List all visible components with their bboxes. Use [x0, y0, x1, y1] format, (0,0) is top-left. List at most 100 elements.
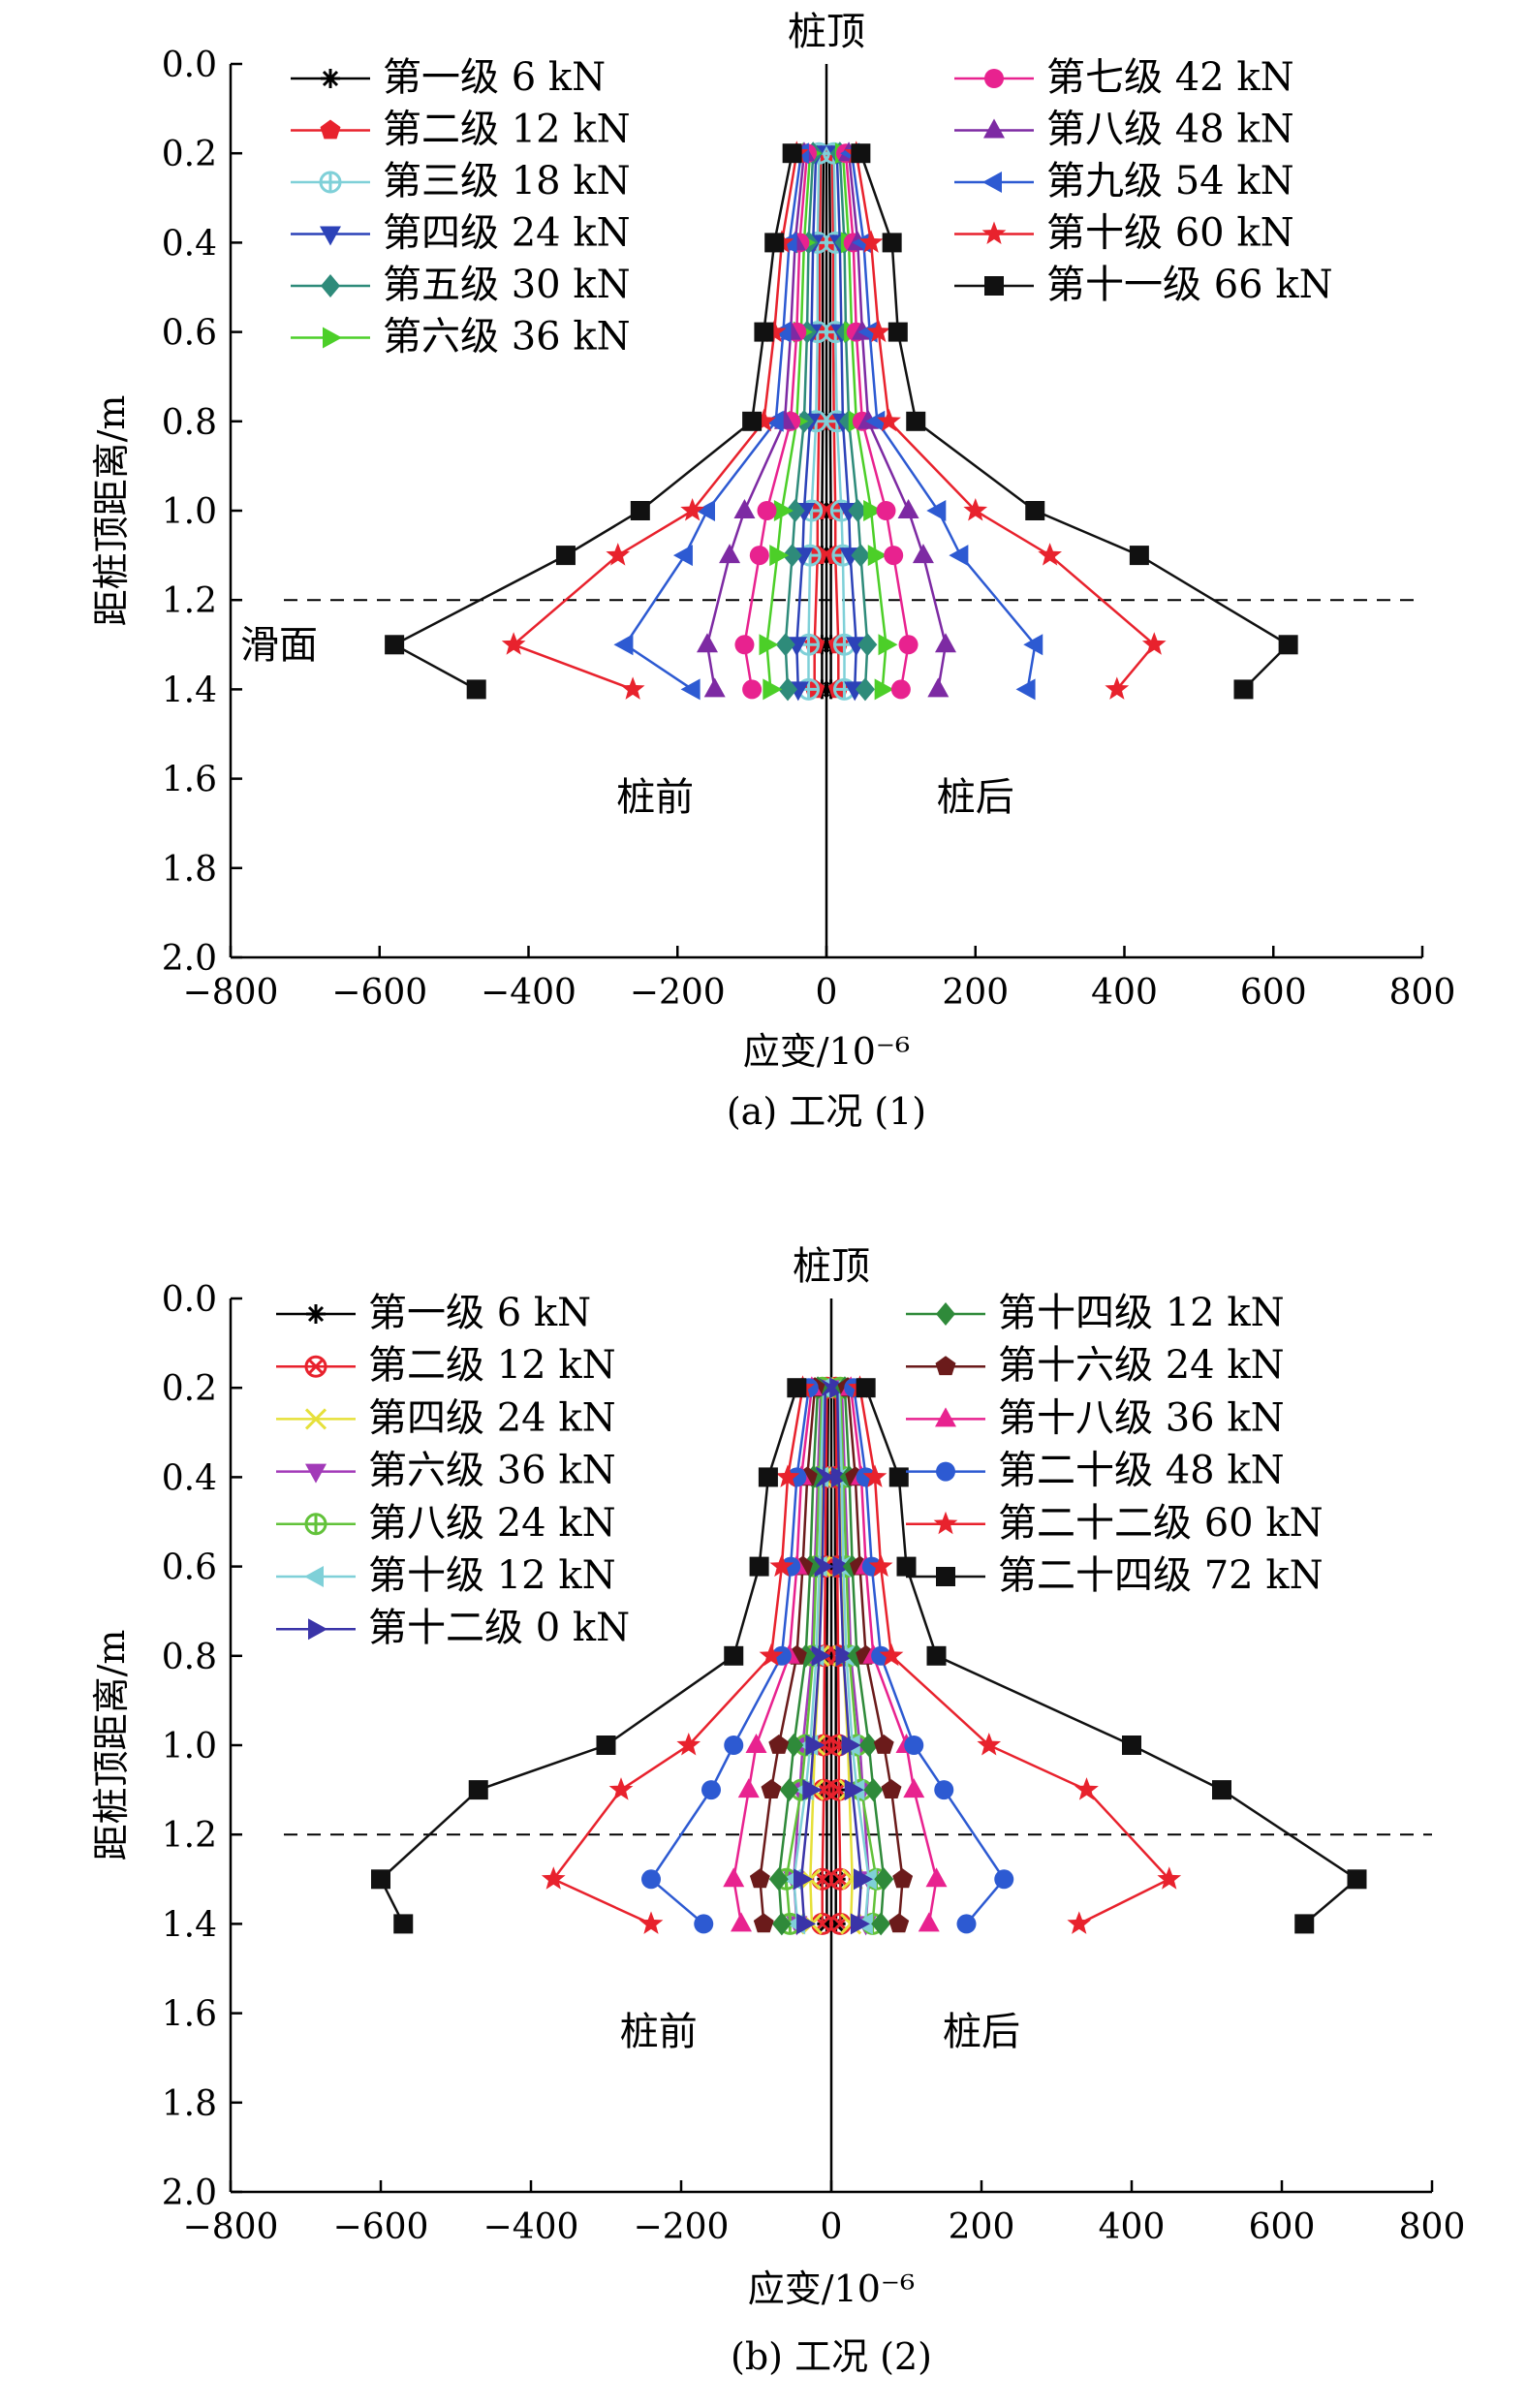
data-point [1278, 635, 1298, 655]
data-point [754, 322, 774, 342]
legend-entry: 第十二级 0 kN [276, 1606, 630, 1650]
legend-marker [308, 1618, 327, 1641]
series-13 [371, 1378, 1367, 1934]
data-point [775, 633, 795, 657]
data-point [832, 1871, 849, 1888]
data-point [877, 408, 901, 432]
legend-marker [936, 1302, 955, 1326]
y-axis-label: 距桩顶距离/m [90, 1630, 133, 1861]
data-point [848, 499, 868, 522]
legend-label: 第六级 36 kN [383, 315, 631, 360]
y-tick-label: 0.8 [162, 1638, 217, 1677]
legend-entry: 第二十四级 72 kN [906, 1553, 1324, 1598]
y-axis-label: 距桩顶距离/m [90, 395, 133, 627]
data-point [769, 545, 790, 567]
data-point [723, 1867, 745, 1888]
series-line-front [732, 1388, 814, 1924]
legend-entry: 第二十二级 60 kN [906, 1501, 1324, 1546]
data-point [884, 546, 904, 566]
x-tick-label: −400 [483, 2207, 579, 2247]
y-tick-label: 0.2 [162, 135, 217, 174]
legend-entry: 第二级 12 kN [291, 108, 631, 152]
x-tick-label: 600 [1249, 2207, 1316, 2247]
legend-marker [981, 221, 1007, 244]
legend-marker [320, 119, 341, 140]
series-line-front [793, 1388, 825, 1924]
data-point [782, 544, 802, 568]
legend-entry: 第六级 36 kN [276, 1449, 616, 1493]
series-line-back [849, 1388, 938, 1924]
data-point [757, 501, 777, 520]
data-point [825, 1914, 846, 1934]
series-line-back [843, 1388, 886, 1924]
data-point [762, 319, 787, 343]
data-point [501, 632, 526, 655]
data-point [778, 677, 798, 702]
data-point [466, 679, 486, 700]
data-point [888, 1913, 910, 1933]
y-tick-label: 1.0 [162, 1727, 217, 1767]
y-tick-label: 0.6 [162, 314, 217, 354]
data-point [828, 1867, 852, 1891]
data-point [1067, 1911, 1092, 1934]
data-point [768, 1867, 789, 1892]
data-point [956, 1914, 977, 1934]
data-point [882, 233, 902, 253]
pile-top-label: 桩顶 [793, 1244, 870, 1289]
data-point [787, 1378, 807, 1398]
y-tick-label: 1.4 [162, 1905, 217, 1945]
y-tick-label: 2.0 [162, 2173, 217, 2213]
data-point [850, 1913, 870, 1935]
data-point [892, 1868, 914, 1889]
data-point [784, 1734, 804, 1757]
series-line-back [844, 153, 910, 690]
y-tick-label: 1.4 [162, 671, 217, 710]
series-line-back [841, 153, 888, 690]
legend-label: 第十级 60 kN [1046, 211, 1294, 256]
legend-label: 第二十二级 60 kN [998, 1501, 1324, 1546]
legend-entry: 第四级 24 kN [291, 211, 631, 256]
slip-surface-label: 滑面 [240, 623, 318, 668]
legend-label: 第二级 12 kN [368, 1343, 616, 1388]
data-point [811, 1644, 831, 1667]
series-line-front [743, 153, 809, 690]
data-point [858, 1734, 879, 1757]
series-12 [541, 1375, 1182, 1934]
legend-marker [323, 327, 342, 349]
data-point [555, 546, 576, 566]
legend-label: 第九级 54 kN [1046, 159, 1294, 203]
data-point [876, 501, 896, 520]
legend-marker [982, 172, 1002, 193]
legend-marker [984, 276, 1004, 296]
legend-entry: 第八级 48 kN [954, 108, 1294, 152]
data-point [769, 1553, 794, 1578]
data-point [763, 678, 783, 701]
data-point [749, 546, 769, 566]
data-point [851, 143, 871, 164]
data-point [888, 1467, 909, 1487]
data-point [874, 678, 894, 701]
series-line-back [827, 153, 832, 690]
data-point [802, 1779, 823, 1801]
data-point [878, 634, 898, 656]
data-point [1212, 1780, 1231, 1800]
y-tick-label: 1.8 [162, 850, 217, 890]
series-line-front [813, 153, 823, 690]
data-point [856, 1378, 876, 1398]
data-point [613, 634, 634, 656]
legend-entry: 第十级 12 kN [276, 1553, 616, 1598]
data-point [935, 633, 956, 653]
data-point [925, 1867, 948, 1888]
legend-entry: 第十级 60 kN [954, 211, 1294, 256]
x-tick-label: −800 [183, 973, 279, 1013]
data-point [641, 1869, 661, 1890]
data-point [866, 319, 891, 343]
legend-entry: 第二级 12 kN [276, 1343, 616, 1388]
data-point [596, 1736, 616, 1755]
data-point [867, 545, 888, 567]
data-point [890, 679, 911, 700]
y-tick-label: 0.4 [162, 1458, 217, 1498]
data-point [814, 1555, 834, 1578]
x-axis-label: 应变/10⁻⁶ [743, 1030, 910, 1073]
pile-front-label: 桩前 [620, 2010, 698, 2054]
